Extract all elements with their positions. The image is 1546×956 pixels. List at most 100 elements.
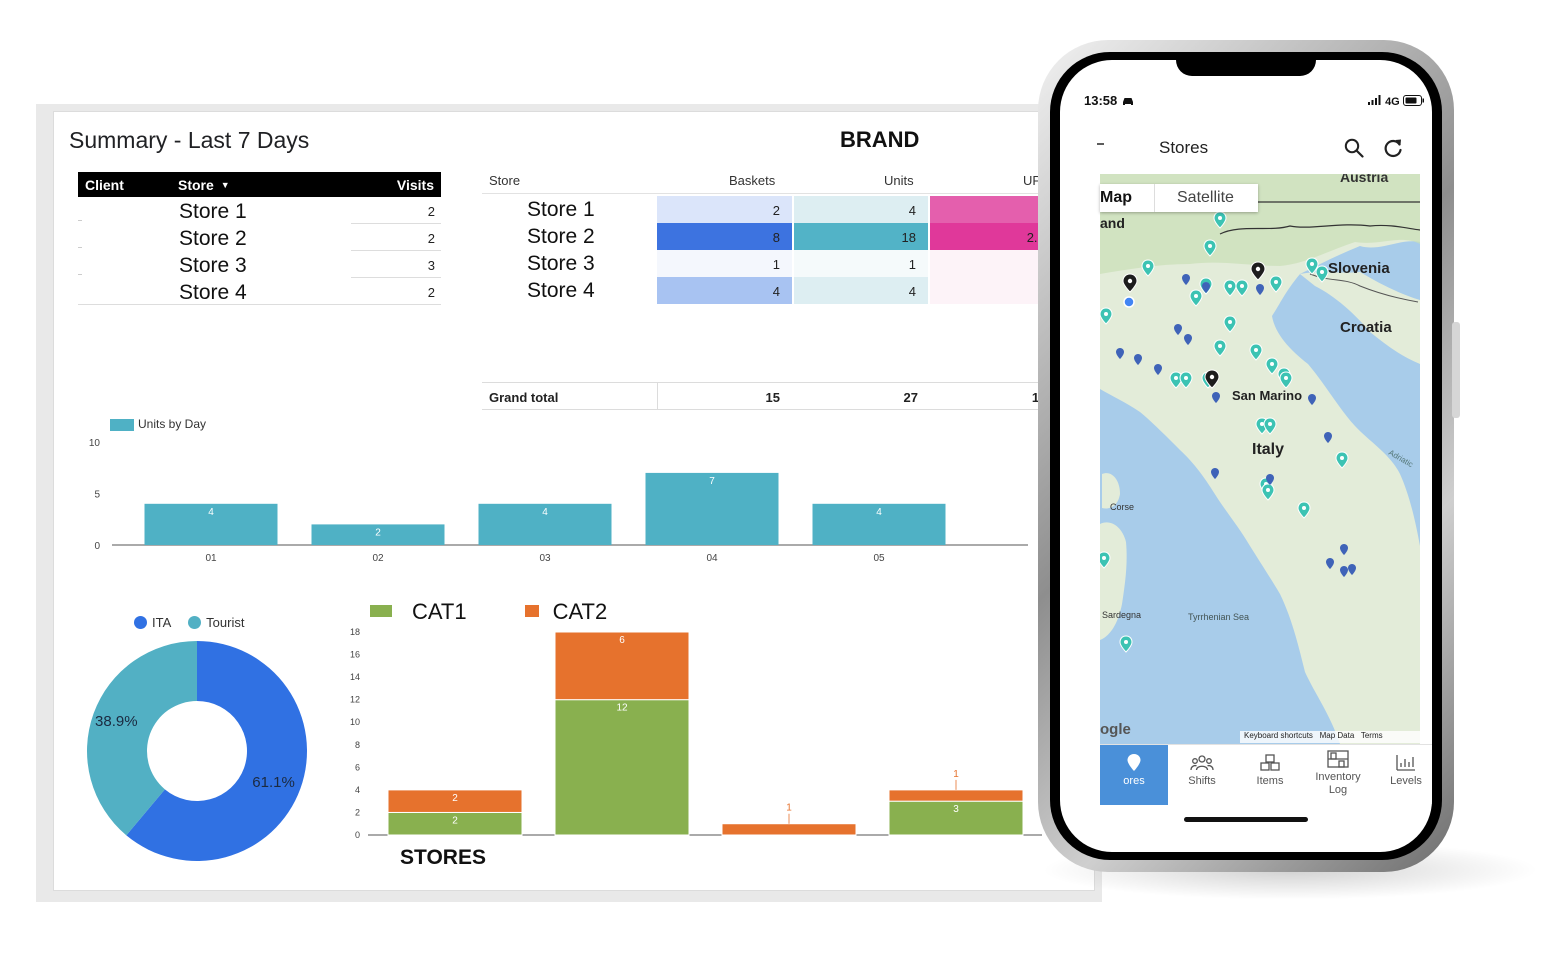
store-pin-icon [1116, 348, 1124, 359]
table-row: Store 1 2 [78, 197, 441, 224]
donut-slice [126, 641, 307, 861]
tab-stores[interactable]: ores [1100, 745, 1168, 805]
bar [812, 503, 946, 545]
current-location-dot [1123, 296, 1135, 308]
store-pin-icon [1265, 357, 1279, 375]
data-label: 2 [452, 793, 458, 804]
kpi-table: Store Baskets Units UPT Store 1242Store … [482, 170, 1064, 410]
phone-screen: 13:58 4G Stores Austria Slovenia Croatia Sa… [1060, 60, 1432, 852]
legend-swatch-cat2 [524, 605, 539, 617]
people-icon [1190, 755, 1214, 771]
stacked-bar-segment [387, 789, 523, 813]
selected-store-pin-icon [1250, 261, 1266, 281]
y-tick-label: 4 [355, 785, 360, 795]
units-cell: 1 [794, 250, 928, 277]
legend-label-tourist: Tourist [206, 615, 245, 630]
x-tick-label: 01 [205, 553, 217, 564]
ita-vs-tourist-donut-chart: 61.1% 38.9% [87, 641, 307, 861]
store-pin-icon [1335, 451, 1349, 469]
tab-items[interactable]: Items [1236, 745, 1304, 805]
store-pin-icon [1308, 394, 1316, 405]
tab-inventory-log[interactable]: Inventory Log [1304, 745, 1372, 805]
phone-notch [1176, 60, 1316, 76]
store-pin-icon [1179, 371, 1193, 389]
store-pin-icon [1269, 275, 1283, 293]
table-row: Store 3 3 [78, 251, 441, 278]
baskets-cell: 8 [657, 223, 792, 250]
map-type-control: Map Satellite [1100, 184, 1258, 212]
category-stacked-chart: 0 2 4 6 8 10 12 14 16 18 2 2 12 6 1 3 1 [350, 627, 1042, 840]
store-pin-icon [1305, 257, 1319, 275]
map-type-satellite-button[interactable]: Satellite [1154, 184, 1258, 212]
visits-table-header: Client Store ▼ Visits [78, 172, 441, 197]
legend-label-ita: ITA [152, 615, 171, 630]
column-header-store[interactable]: Store ▼ [178, 176, 230, 193]
search-icon[interactable] [1344, 138, 1364, 158]
store-pin-icon [1189, 289, 1203, 307]
menu-icon[interactable] [1094, 140, 1106, 154]
store-pin-icon [1134, 354, 1142, 365]
x-tick-label: 04 [706, 553, 718, 564]
stores-map[interactable]: Austria Slovenia Croatia San Marino Italy Cor… [1100, 174, 1420, 744]
store-pin-icon [1326, 558, 1334, 569]
map-data-link[interactable]: Map Data [1319, 731, 1355, 740]
map-label: Italy [1252, 441, 1284, 458]
store-pin-icon [1340, 544, 1348, 555]
corsica-shape [1102, 473, 1120, 509]
visits-value: 2 [427, 231, 435, 246]
legend-swatch-cat1 [370, 605, 392, 617]
map-label: Croatia [1340, 319, 1392, 336]
store-pin-icon [1213, 339, 1227, 357]
visits-value: 2 [427, 204, 435, 219]
legend-dot-tourist [188, 616, 202, 629]
column-header-visits[interactable]: Visits [396, 176, 434, 193]
store-pin-icon [1100, 307, 1113, 325]
grand-total-units: 27 [792, 382, 930, 410]
data-label: 2 [452, 815, 458, 826]
y-tick-label: 16 [350, 650, 360, 660]
stacked-bar-segment [554, 631, 690, 701]
refresh-icon[interactable] [1382, 137, 1404, 159]
store-name: Store 1 [179, 200, 247, 223]
store-pin-icon [1256, 284, 1264, 295]
map-type-map-button[interactable]: Map [1100, 189, 1132, 206]
store-name: Store 4 [179, 281, 247, 304]
store-pin-icon [1223, 315, 1237, 333]
y-tick-label: 5 [94, 490, 100, 501]
column-header-client[interactable]: Client [85, 176, 124, 193]
mainland-shape [1100, 174, 1420, 744]
status-time: 13:58 [1084, 93, 1135, 108]
donut-legend: ITA Tourist [134, 615, 244, 630]
column-header-store[interactable]: Store [489, 173, 521, 188]
y-tick-label: 10 [89, 438, 101, 449]
legend-swatch-units-by-day [110, 419, 134, 431]
column-header-baskets[interactable]: Baskets [729, 173, 776, 188]
tab-levels[interactable]: Levels [1372, 745, 1432, 805]
stacked-bar-segment [888, 789, 1024, 802]
legend-dot-ita [134, 616, 147, 629]
x-tick-label: 05 [873, 553, 885, 564]
map-label-partial: and [1100, 215, 1125, 231]
column-header-units[interactable]: Units [884, 173, 914, 188]
signal-icon [1368, 95, 1381, 105]
border-line [1309, 273, 1419, 303]
x-tick-label: 03 [539, 553, 551, 564]
keyboard-shortcuts-link[interactable]: Keyboard shortcuts [1244, 731, 1313, 740]
battery-icon [1402, 95, 1424, 106]
home-indicator [1184, 817, 1308, 822]
store-pin-icon [1261, 483, 1275, 501]
baskets-cell: 4 [657, 277, 792, 304]
terms-link[interactable]: Terms [1360, 731, 1383, 740]
bar [144, 503, 278, 545]
y-tick-label: 14 [350, 672, 360, 682]
status-network: 4G [1368, 95, 1425, 108]
tab-shifts[interactable]: Shifts [1168, 745, 1236, 805]
store-name: Store 1 [527, 198, 595, 221]
store-pin-icon [1297, 501, 1311, 519]
google-logo: ogle [1100, 721, 1131, 738]
border-line [1219, 224, 1420, 235]
store-pin-icon [1119, 635, 1133, 653]
table-row: Store 4 2 [78, 278, 441, 305]
store-pin-icon [1340, 566, 1348, 577]
